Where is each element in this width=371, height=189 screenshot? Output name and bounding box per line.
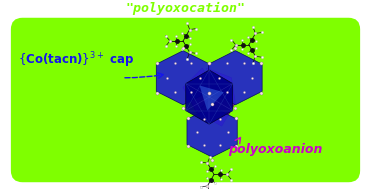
Polygon shape xyxy=(197,93,235,126)
Polygon shape xyxy=(200,85,224,111)
Text: $\{$Co(tacn)$\}^{3+}$ cap: $\{$Co(tacn)$\}^{3+}$ cap xyxy=(18,50,134,70)
Polygon shape xyxy=(209,51,262,105)
FancyBboxPatch shape xyxy=(11,18,360,182)
Polygon shape xyxy=(186,70,233,124)
Polygon shape xyxy=(187,107,237,157)
Text: "polyoxocation": "polyoxocation" xyxy=(125,2,245,15)
Text: polyoxoanion: polyoxoanion xyxy=(229,143,323,156)
Polygon shape xyxy=(156,51,210,105)
Polygon shape xyxy=(183,68,216,113)
Polygon shape xyxy=(206,68,235,103)
